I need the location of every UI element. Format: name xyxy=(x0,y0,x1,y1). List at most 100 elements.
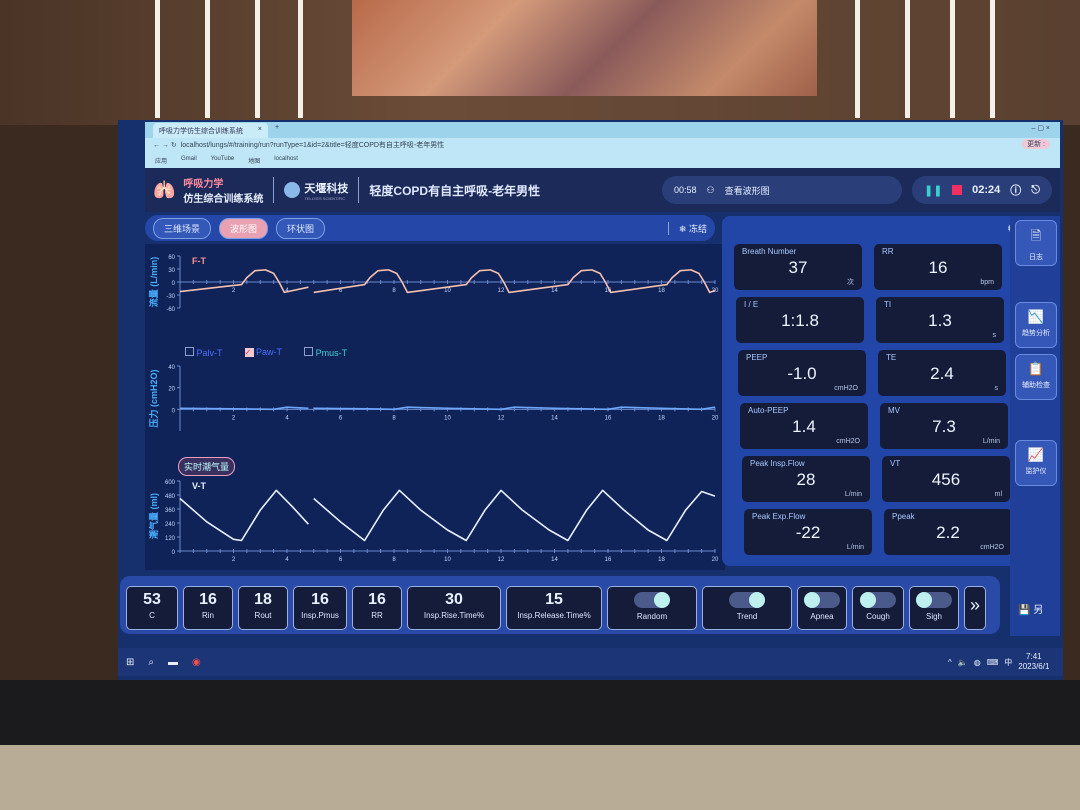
param-box[interactable]: 15 Insp.Release.Time% xyxy=(506,586,602,630)
url-text[interactable]: localhost/lungs/#/training/run?runType=1… xyxy=(180,142,445,149)
freeze-button[interactable]: ❄ 冻结 xyxy=(667,221,707,235)
waveform-line xyxy=(313,406,716,411)
toggle-box[interactable]: Sigh xyxy=(909,586,959,630)
taskbar: ⊞ ⌕ ▬ ◉ xyxy=(118,648,1063,676)
bookmark[interactable]: 地图 xyxy=(248,159,261,165)
waveform-line xyxy=(179,269,309,294)
save-button[interactable]: 💾 另 xyxy=(1018,601,1043,616)
bookmark[interactable]: Gmail xyxy=(181,156,197,162)
param-box[interactable]: 16 Rin xyxy=(183,586,233,630)
metric-unit: cmH2O xyxy=(980,544,1004,551)
checkbox[interactable] xyxy=(304,347,314,356)
toggle-switch[interactable] xyxy=(916,592,952,608)
clock-time: 7:41 xyxy=(1026,652,1042,661)
sidenav-item[interactable]: 🗎 日志 xyxy=(1015,220,1057,266)
metric-label: Auto-PEEP xyxy=(748,406,789,415)
bookmark[interactable]: YouTube xyxy=(210,156,235,162)
x-tick-label: 20 xyxy=(712,415,719,421)
browser-tab[interactable]: 呼吸力学仿生综合训练系统 × xyxy=(153,123,268,138)
param-box[interactable]: 16 Insp.Pmus xyxy=(293,586,347,630)
forward-icon[interactable]: → xyxy=(161,142,169,149)
legend-paw[interactable]: ✓ Paw-T xyxy=(244,347,282,358)
exit-icon[interactable]: ⎋ xyxy=(1031,183,1040,196)
param-box[interactable]: 30 Insp.Rise.Time% xyxy=(407,586,501,630)
param-value: 30 xyxy=(445,591,463,608)
metric-label: TI xyxy=(884,300,892,309)
x-tick-label: 10 xyxy=(444,288,451,294)
toggle-switch[interactable] xyxy=(729,592,765,608)
metric-value: -22 xyxy=(795,523,821,542)
tab-loop[interactable]: 环状图 xyxy=(276,217,326,239)
toggle-switch[interactable] xyxy=(634,592,670,608)
toggle-switch[interactable] xyxy=(804,592,840,608)
toggle-box[interactable]: Trend xyxy=(702,586,792,630)
x-tick-label: 18 xyxy=(658,288,665,294)
checkbox[interactable] xyxy=(185,347,194,356)
x-tick-label: 20 xyxy=(712,288,719,294)
tab-waveform[interactable]: 波形图 xyxy=(219,217,269,239)
y-tick-label: 0 xyxy=(172,408,176,414)
close-tab-icon[interactable]: × xyxy=(257,126,262,133)
param-box[interactable]: 18 Rout xyxy=(238,586,288,630)
pause-icon[interactable]: ❚❚ xyxy=(924,184,943,197)
sidenav-item[interactable]: 📉 趋势分析 xyxy=(1015,302,1057,348)
info-icon[interactable]: ⓘ xyxy=(1010,185,1022,197)
network-icon[interactable]: ◍ xyxy=(973,657,981,667)
sidenav-item[interactable]: 📋 辅助检查 xyxy=(1015,354,1057,400)
search-icon[interactable]: ⌕ xyxy=(148,656,154,668)
bookmark[interactable]: localhost xyxy=(274,156,298,162)
file-explorer-icon[interactable]: ▬ xyxy=(168,656,178,668)
toggle-box[interactable]: Cough xyxy=(852,586,904,630)
clock[interactable]: 7:41 2023/6/1 xyxy=(1018,652,1049,672)
address-bar[interactable]: ← → ↻ localhost/lungs/#/training/run?run… xyxy=(145,138,1060,153)
toggle-box[interactable]: Random xyxy=(607,586,697,630)
metric-unit: L/min xyxy=(982,438,1000,445)
volume-icon[interactable]: 🔈 xyxy=(957,657,968,667)
metric-value: 16 xyxy=(928,258,948,277)
stop-icon[interactable] xyxy=(952,185,963,195)
wall-light xyxy=(255,0,260,118)
waveform-status-pill[interactable]: 00:58 ⚇ 查看波形图 xyxy=(662,176,902,204)
toggle-box[interactable]: Apnea xyxy=(797,586,847,630)
metric-unit: L/min xyxy=(844,491,862,498)
checkbox-checked[interactable]: ✓ xyxy=(244,348,254,357)
x-tick-label: 12 xyxy=(498,557,505,563)
tab-3d-scene[interactable]: 三维场景 xyxy=(153,217,212,239)
floor xyxy=(0,745,1080,810)
legend-label: Palv-T xyxy=(196,348,223,358)
param-box[interactable]: 16 RR xyxy=(352,586,402,630)
window-controls[interactable]: – ▢ × xyxy=(1031,125,1050,132)
volume-time-chart: 600 480 360 240 120 0 2 4 6 8 10 12 14 16 18 20 潮气量 (ml)… xyxy=(148,480,719,563)
pressure-legend: Palv-T ✓ Paw-T Pmus-T xyxy=(185,347,347,358)
metric-label: Ppeak xyxy=(892,512,915,521)
param-value: 15 xyxy=(545,591,563,608)
metric-unit: s xyxy=(992,332,997,339)
wall-light xyxy=(990,0,995,118)
x-tick-label: 12 xyxy=(498,288,505,294)
view-waveform-label: 查看波形图 xyxy=(724,185,770,196)
wall-light xyxy=(155,0,160,118)
keyboard-icon[interactable]: ⌨ xyxy=(986,657,999,667)
new-tab-button[interactable]: + xyxy=(275,124,280,131)
ime-indicator[interactable]: 中 xyxy=(1004,657,1013,667)
bookmark[interactable]: 应用 xyxy=(155,159,168,165)
param-box[interactable]: 53 C xyxy=(126,586,178,630)
legend-pmus[interactable]: Pmus-T xyxy=(304,347,347,358)
windows-start-icon[interactable]: ⊞ xyxy=(126,656,135,668)
toggle-switch[interactable] xyxy=(860,592,896,608)
more-chevron-icon[interactable]: » xyxy=(964,586,986,630)
chevron-up-icon[interactable]: ^ xyxy=(948,657,952,667)
y-tick-label: 120 xyxy=(165,536,176,542)
legend-palv[interactable]: Palv-T xyxy=(185,347,223,358)
lungs-icon: ⚇ xyxy=(706,184,715,195)
sidenav-item[interactable]: 📈 监护仪 xyxy=(1015,440,1057,486)
back-icon[interactable]: ← xyxy=(153,142,160,149)
x-tick-label: 10 xyxy=(444,415,451,421)
realtime-tidal-volume-badge[interactable]: 实时潮气量 xyxy=(178,457,236,476)
reload-icon[interactable]: ↻ xyxy=(170,142,177,149)
chrome-icon[interactable]: ◉ xyxy=(192,656,201,668)
log-icon: 🗎 xyxy=(1030,228,1042,243)
brand-line2: 仿生综合训练系统 xyxy=(183,194,264,205)
wall-light xyxy=(950,0,955,118)
update-button[interactable]: 更新 : xyxy=(1022,139,1050,149)
